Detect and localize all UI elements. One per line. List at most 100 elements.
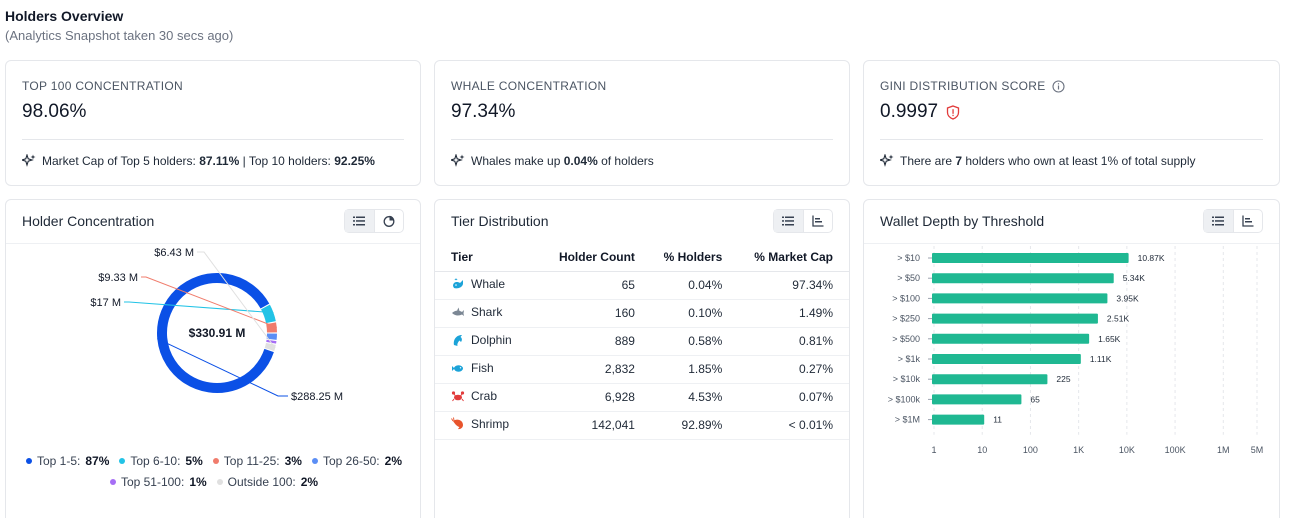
bar[interactable]: [932, 293, 1108, 304]
whale-note-pre: Whales make up: [471, 154, 564, 168]
bar-view-button[interactable]: [1234, 210, 1263, 232]
legend-item[interactable]: Top 51-100: 1%: [109, 475, 207, 489]
column-header-holder-count[interactable]: Holder Count: [543, 244, 651, 272]
crab-icon: [451, 390, 465, 401]
legend-dot: [119, 458, 126, 464]
data-label: $9.33 M: [98, 272, 138, 284]
tier-cell: Fish: [435, 355, 544, 384]
table-header-row: Tier Holder Count % Holders % Market Cap: [435, 244, 849, 272]
holder-concentration-donut-chart: $330.91 M $288.25 M $17 M $9.33 M $6.43 M: [90, 247, 343, 403]
gini-value: 0.9997: [880, 101, 960, 123]
bar-value-label: 1.65K: [1098, 334, 1121, 344]
top100-note: Market Cap of Top 5 holders: 87.11% | To…: [22, 154, 375, 168]
legend-item[interactable]: Top 1-5: 87%: [25, 454, 109, 468]
tier-cell: Crab: [435, 383, 544, 412]
y-category-label: > $10k: [893, 374, 921, 384]
panel-title: Holder Concentration: [22, 213, 155, 229]
x-tick-label: 1K: [1073, 445, 1084, 455]
whale-icon: [453, 278, 463, 288]
sparkle-icon: [451, 154, 465, 167]
tier-table: Tier Holder Count % Holders % Market Cap…: [435, 244, 849, 440]
tier-cell: Shrimp: [435, 411, 544, 440]
gini-note-post: holders who own at least 1% of total sup…: [962, 154, 1196, 168]
bar[interactable]: [932, 394, 1022, 405]
y-category-label: > $250: [892, 314, 920, 324]
bar[interactable]: [932, 313, 1098, 324]
top100-note-mid: | Top 10 holders:: [239, 154, 335, 168]
pie-view-button[interactable]: [375, 210, 404, 232]
legend-dot: [109, 479, 116, 485]
column-header-tier[interactable]: Tier: [435, 244, 544, 272]
table-row: Shrimp 142,041 92.89% < 0.01%: [435, 411, 849, 440]
donut-slice-top-6-10[interactable]: [260, 304, 276, 324]
bar-value-label: 2.51K: [1107, 314, 1130, 324]
column-header-pct-holders[interactable]: % Holders: [650, 244, 739, 272]
legend-item[interactable]: Top 6-10: 5%: [119, 454, 203, 468]
gini-label-text: GINI DISTRIBUTION SCORE: [880, 79, 1046, 93]
tier-name: Dolphin: [451, 333, 512, 347]
pct-market-cap-cell: 97.34%: [738, 271, 849, 300]
legend-label: Top 51-100:: [120, 475, 185, 489]
holder-count-cell: 2,832: [543, 355, 651, 384]
panel-header-divider: [6, 243, 420, 244]
panel-title: Tier Distribution: [451, 213, 549, 229]
view-toggle: [773, 209, 833, 233]
whale-note: Whales make up 0.04% of holders: [451, 154, 654, 168]
y-category-label: > $100k: [888, 394, 921, 404]
bar[interactable]: [932, 374, 1048, 385]
legend-item[interactable]: Top 11-25: 3%: [212, 454, 302, 468]
legend-dot: [212, 458, 219, 464]
legend-item[interactable]: Outside 100: 2%: [216, 475, 318, 489]
table-row: Dolphin 889 0.58% 0.81%: [435, 327, 849, 356]
divider: [880, 139, 1263, 140]
whale-value: 97.34%: [451, 101, 515, 123]
gini-label: GINI DISTRIBUTION SCORE: [880, 79, 1065, 93]
legend-value: 2%: [384, 454, 402, 468]
dolphin-icon: [453, 334, 462, 346]
fish-icon: [452, 364, 463, 372]
bar[interactable]: [932, 273, 1114, 284]
pct-market-cap-cell: 0.27%: [738, 355, 849, 384]
bar-value-label: 65: [1030, 394, 1040, 404]
bar-value-label: 5.34K: [1123, 273, 1146, 283]
list-view-button[interactable]: [345, 210, 375, 232]
pct-holders-cell: 0.58%: [650, 327, 739, 356]
bar[interactable]: [932, 253, 1129, 263]
table-row: Crab 6,928 4.53% 0.07%: [435, 383, 849, 412]
bar[interactable]: [932, 354, 1081, 364]
gini-note: There are 7 holders who own at least 1% …: [880, 154, 1196, 168]
sparkle-icon: [880, 154, 894, 167]
bar-view-button[interactable]: [804, 210, 833, 232]
legend-dot: [311, 458, 318, 464]
x-tick-label: 10: [977, 445, 987, 455]
legend-item[interactable]: Top 26-50: 2%: [311, 454, 402, 468]
donut-slice-top-11-25[interactable]: [266, 322, 277, 333]
list-view-button[interactable]: [1204, 210, 1234, 232]
legend-value: 1%: [189, 475, 207, 489]
bar[interactable]: [932, 333, 1090, 344]
holder-count-cell: 160: [543, 299, 651, 328]
top5-share: 87.11%: [199, 154, 240, 168]
donut-slice-outside-100[interactable]: [264, 342, 276, 351]
legend-label: Top 11-25:: [223, 454, 280, 468]
tier-label: Dolphin: [471, 332, 512, 347]
info-icon[interactable]: [1052, 79, 1065, 93]
table-row: Shark 160 0.10% 1.49%: [435, 299, 849, 328]
pct-holders-cell: 92.89%: [650, 411, 739, 440]
top10-share: 92.25%: [334, 154, 375, 168]
column-header-pct-market-cap[interactable]: % Market Cap: [738, 244, 849, 272]
top100-value: 98.06%: [22, 101, 86, 123]
tier-label: Shrimp: [471, 416, 510, 431]
x-tick-label: 100: [1023, 445, 1038, 455]
tier-label: Crab: [471, 388, 498, 403]
bar-chart-icon: [812, 215, 824, 227]
pct-market-cap-cell: 0.07%: [738, 383, 849, 412]
table-row: Fish 2,832 1.85% 0.27%: [435, 355, 849, 384]
gini-note-pre: There are: [900, 154, 956, 168]
bar-value-label: 11: [993, 415, 1002, 425]
donut-slice-top-1-5[interactable]: [157, 273, 274, 393]
list-view-button[interactable]: [774, 210, 804, 232]
tier-name: Fish: [451, 361, 494, 375]
y-category-label: > $500: [892, 334, 920, 344]
bar[interactable]: [932, 414, 985, 425]
